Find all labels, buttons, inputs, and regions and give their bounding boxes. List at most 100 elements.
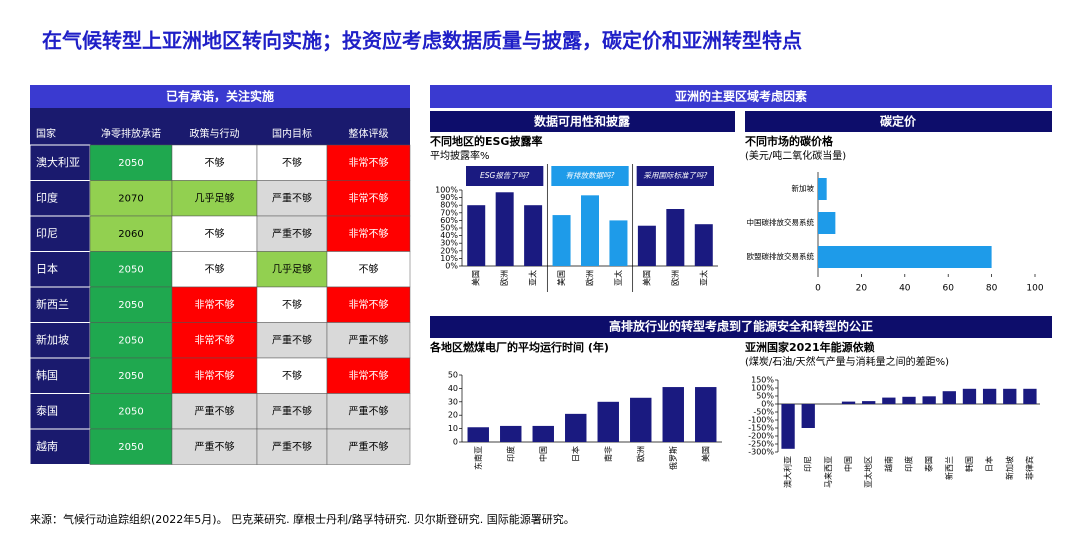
rating-cell [89, 428, 173, 465]
legend-box [466, 166, 544, 186]
rating-cell [256, 251, 328, 288]
legend-label: ESG报告了吗? [480, 171, 529, 180]
y-tick-label: 欧盟碳排放交易系统 [747, 251, 815, 261]
x-tick-label: 新加坡 [1004, 456, 1014, 480]
bar [524, 205, 543, 266]
bar [882, 397, 896, 404]
x-tick-label: 亚太 [698, 270, 708, 286]
table-header: 已有承诺，关注实施 [166, 89, 274, 104]
rating-cell [256, 215, 328, 252]
y-tick-label: -100% [748, 416, 774, 425]
rating: 严重不够 [195, 404, 235, 417]
rating-cell [89, 251, 173, 288]
x-tick-label: 俄罗斯 [668, 446, 678, 470]
rating-cell [326, 215, 411, 252]
y-tick-label: 20 [448, 411, 458, 420]
chart-subtitle: (美元/吨二氧化碳当量) [745, 149, 846, 162]
rating: 非常不够 [195, 298, 235, 311]
country: 新加坡 [36, 332, 69, 346]
carbon-header: 碳定价 [880, 114, 917, 129]
rating: 非常不够 [349, 156, 389, 169]
y-tick-label: 新加坡 [792, 183, 815, 193]
legend-box [551, 166, 629, 186]
rating: 几乎足够 [272, 263, 312, 275]
rating: 非常不够 [349, 191, 389, 204]
rating: 严重不够 [349, 333, 389, 346]
rating-cell [171, 251, 258, 288]
rating: 2050 [118, 264, 143, 275]
rating-cell [89, 357, 173, 394]
bar [982, 388, 997, 404]
y-tick-label: -300% [748, 448, 774, 457]
x-tick-label: 100 [1026, 284, 1043, 294]
y-tick-label: 0% [761, 400, 774, 409]
rating: 2050 [118, 300, 143, 311]
x-tick-label: 菲律宾 [1024, 456, 1034, 480]
y-tick-label: 50% [756, 392, 774, 401]
country-cell [29, 393, 91, 430]
rating: 不够 [205, 263, 225, 275]
y-tick-label: 150% [751, 376, 774, 385]
rating-cell [171, 428, 258, 465]
rating: 几乎足够 [195, 192, 235, 204]
chart-title: 亚洲国家2021年能源依赖 [745, 340, 875, 354]
rating: 非常不够 [349, 298, 389, 311]
x-tick-label: 泰国 [924, 456, 934, 472]
bar [581, 195, 599, 266]
y-tick-label: -150% [748, 424, 774, 433]
x-tick-label: 美国 [471, 270, 481, 286]
rating-cell [89, 286, 173, 323]
bar [500, 425, 522, 442]
country-cell [29, 251, 91, 288]
y-tick-label: 80% [440, 201, 458, 210]
rating-cell [326, 393, 411, 430]
rating-cell [171, 286, 258, 323]
y-tick-label: 90% [440, 193, 458, 202]
x-tick-label: 印度 [505, 446, 515, 462]
x-tick-label: 新西兰 [944, 456, 954, 480]
bar [637, 225, 656, 266]
region-header-bg [430, 85, 1052, 108]
x-tick-label: 美国 [556, 270, 566, 286]
rating: 2050 [118, 442, 143, 453]
y-tick-label: 100% [435, 186, 458, 195]
x-tick-label: 中国 [843, 456, 853, 472]
bar [922, 396, 936, 404]
transition-header-bg [430, 316, 1052, 338]
x-tick-label: 亚太 [528, 270, 538, 286]
country: 日本 [36, 261, 58, 275]
rating: 非常不够 [195, 369, 235, 382]
rating-cell [326, 251, 411, 288]
country: 新西兰 [36, 297, 69, 311]
data-header-bg [430, 111, 735, 132]
rating-cell [89, 144, 173, 181]
country: 印尼 [36, 227, 58, 240]
x-tick-label: 欧洲 [635, 446, 645, 462]
y-tick-label: 0% [445, 262, 458, 271]
chart-title: 不同市场的碳价格 [745, 134, 834, 148]
x-tick-label: 亚太 [613, 270, 623, 286]
bar [818, 178, 827, 200]
rating: 严重不够 [272, 333, 312, 346]
y-tick-label: 30 [448, 397, 458, 406]
rating: 不够 [205, 157, 225, 169]
y-tick-label: 60% [440, 216, 458, 225]
column-header: 国内目标 [272, 127, 312, 140]
bar [841, 401, 856, 404]
column-header-bg [30, 108, 410, 145]
bar [902, 396, 916, 404]
rating-cell [171, 357, 258, 394]
rating: 2050 [118, 371, 143, 382]
rating-cell [256, 322, 328, 359]
x-tick-label: 美国 [700, 446, 710, 462]
bar [630, 397, 652, 442]
country: 澳大利亚 [36, 155, 80, 169]
rating: 2060 [118, 229, 143, 240]
bar [1003, 388, 1017, 404]
x-tick-label: 马来西亚 [824, 456, 833, 488]
country-cell [29, 428, 91, 465]
source: 来源：气候行动追踪组织(2022年5月)。 巴克莱研究. 摩根士丹利/路孚特研究… [30, 512, 575, 526]
transition-header: 高排放行业的转型考虑到了能源安全和转型的公正 [609, 319, 873, 334]
rating-cell [171, 144, 258, 181]
country: 韩国 [36, 368, 58, 382]
